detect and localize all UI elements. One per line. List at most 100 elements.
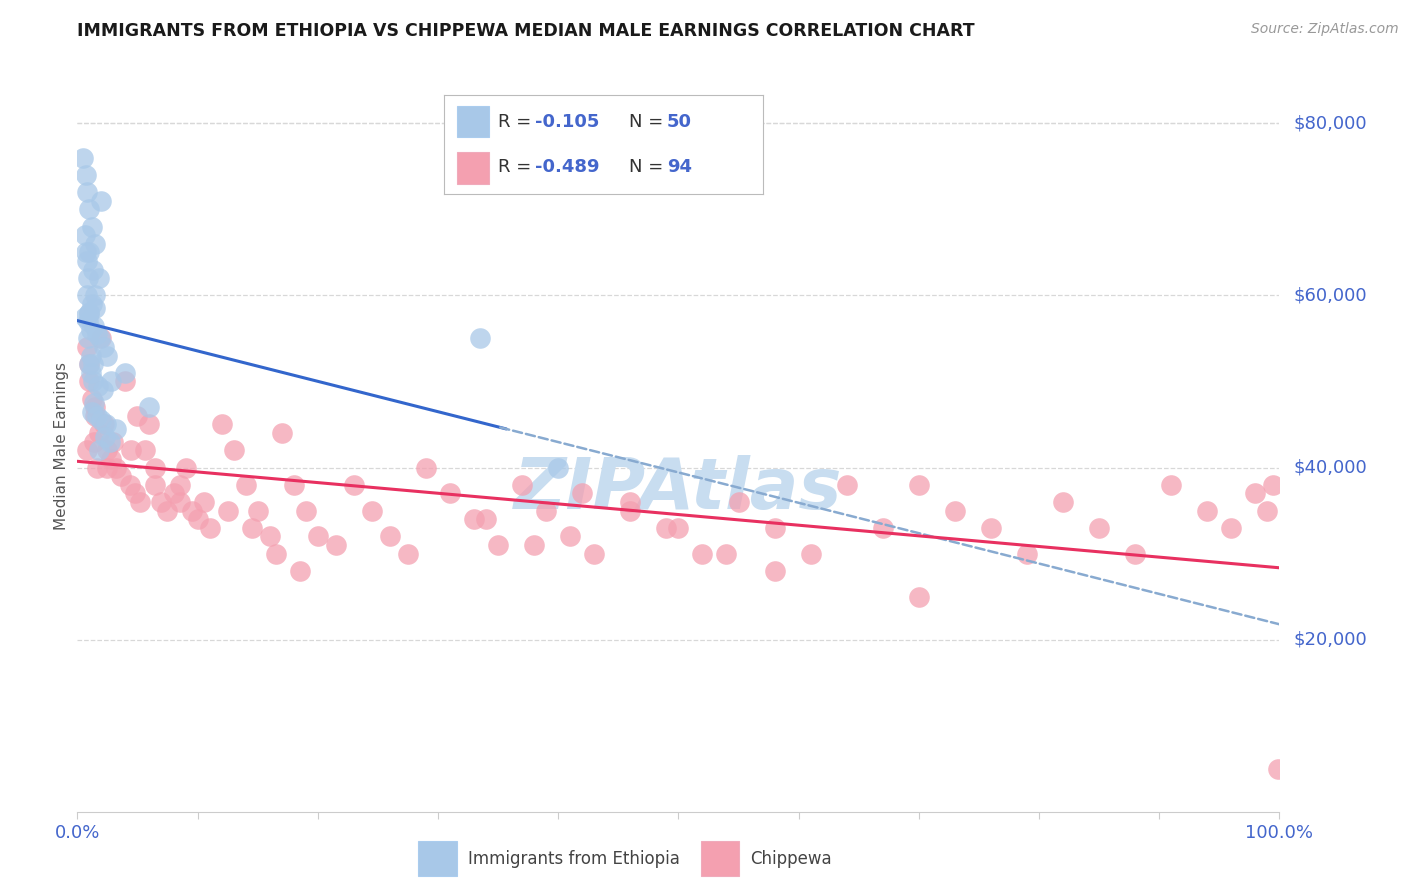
Point [79, 349, 101, 363]
Point [193, 495, 215, 509]
Point [343, 477, 366, 491]
Point [180, 503, 202, 517]
Point [145, 477, 167, 491]
Point [87, 443, 110, 458]
Point [77, 331, 100, 345]
Y-axis label: Median Male Earnings: Median Male Earnings [53, 362, 69, 530]
Point [82, 375, 104, 389]
Text: $80,000: $80,000 [1294, 114, 1367, 132]
Bar [700, 841, 740, 876]
Point [84, 236, 107, 251]
Point [980, 521, 1002, 535]
Point [547, 460, 569, 475]
Point [294, 503, 316, 517]
Point [83, 318, 105, 333]
Point [1052, 495, 1074, 509]
Point [73, 310, 96, 324]
Point [73, 228, 96, 243]
Point [138, 417, 160, 432]
Point [76, 443, 98, 458]
Point [100, 451, 122, 466]
Point [79, 375, 101, 389]
Point [475, 512, 498, 526]
Point [84, 288, 107, 302]
Point [100, 375, 122, 389]
Point [270, 426, 292, 441]
Point [96, 460, 118, 475]
Point [90, 413, 112, 427]
Point [134, 443, 156, 458]
Point [96, 349, 118, 363]
Point [86, 460, 108, 475]
Point [571, 486, 593, 500]
Point [90, 331, 112, 345]
Point [83, 396, 105, 410]
Point [79, 357, 101, 371]
Point [186, 512, 209, 526]
Point [150, 495, 173, 509]
Point [162, 486, 184, 500]
Point [534, 503, 557, 517]
Point [174, 460, 197, 475]
Point [79, 305, 101, 319]
Point [80, 219, 103, 234]
Point [124, 486, 146, 500]
Point [692, 547, 714, 561]
Point [169, 495, 191, 509]
Point [138, 401, 160, 415]
Point [80, 392, 103, 406]
Point [619, 503, 641, 517]
Text: Source: ZipAtlas.com: Source: ZipAtlas.com [1251, 22, 1399, 37]
Point [93, 417, 115, 432]
Point [76, 340, 98, 354]
Point [288, 564, 311, 578]
Point [468, 331, 491, 345]
Point [79, 202, 101, 217]
Point [79, 357, 101, 371]
Point [87, 271, 110, 285]
Point [835, 477, 858, 491]
Point [93, 340, 115, 354]
Point [77, 314, 100, 328]
Point [98, 434, 121, 449]
Point [198, 521, 221, 535]
Text: $60,000: $60,000 [1294, 286, 1367, 304]
Text: $40,000: $40,000 [1294, 458, 1367, 476]
Point [84, 301, 107, 316]
Text: 50: 50 [666, 112, 692, 130]
Point [283, 477, 305, 491]
Point [583, 547, 606, 561]
Bar [457, 153, 488, 184]
Point [619, 495, 641, 509]
Point [763, 564, 786, 578]
Point [104, 460, 127, 475]
Point [110, 469, 132, 483]
Point [560, 529, 582, 543]
Point [872, 521, 894, 535]
Point [114, 366, 136, 380]
Point [325, 538, 347, 552]
Point [94, 430, 117, 444]
Point [1015, 547, 1038, 561]
Point [103, 434, 125, 449]
Text: Immigrants from Ethiopia: Immigrants from Ethiopia [468, 849, 681, 868]
Point [82, 262, 104, 277]
Point [90, 194, 112, 208]
Point [259, 529, 281, 543]
Point [1244, 486, 1267, 500]
Text: -0.489: -0.489 [534, 158, 599, 176]
Point [523, 538, 546, 552]
Point [87, 378, 110, 392]
Point [114, 375, 136, 389]
Point [1197, 503, 1219, 517]
Point [1160, 477, 1182, 491]
Point [727, 495, 749, 509]
Point [943, 503, 966, 517]
Point [1088, 521, 1111, 535]
Point [80, 404, 103, 418]
Text: N =: N = [628, 158, 669, 176]
Point [908, 590, 931, 604]
Point [655, 521, 678, 535]
Point [86, 327, 108, 342]
Point [360, 503, 382, 517]
